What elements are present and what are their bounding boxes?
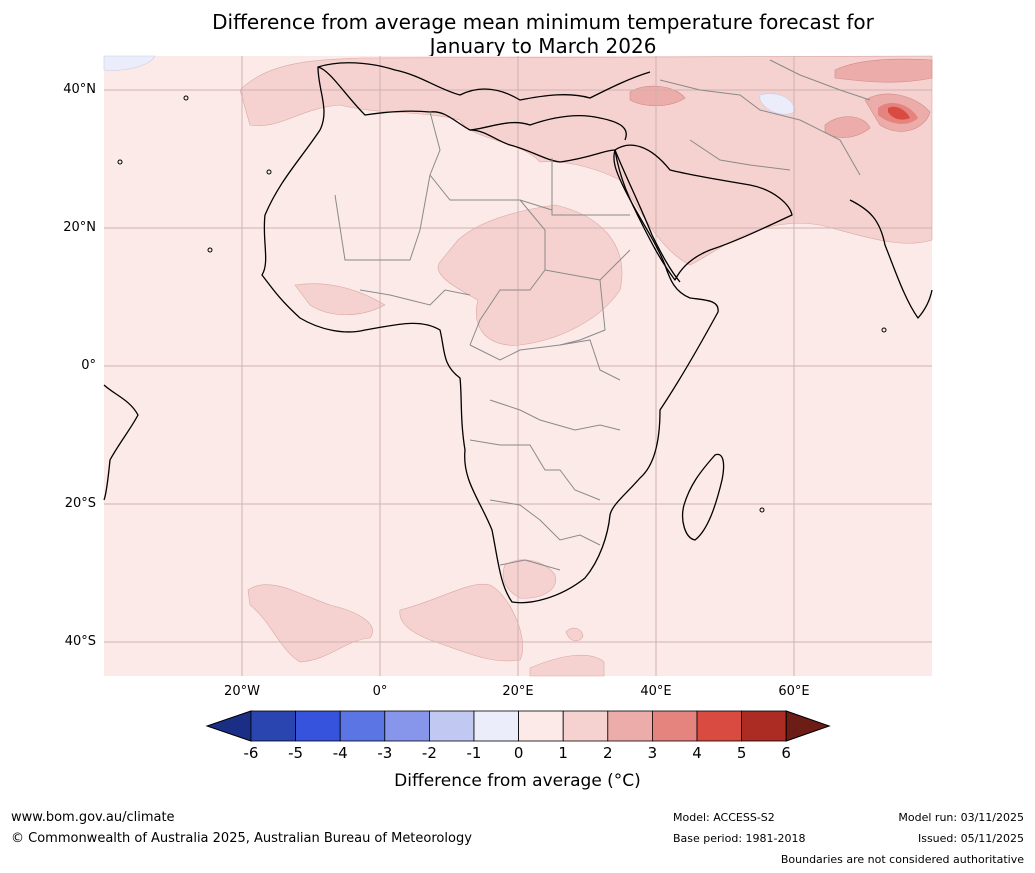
colorbar-box — [562, 710, 609, 742]
colorbar-tick-label: 4 — [692, 744, 702, 762]
lat-label-20n: 20°N — [63, 220, 96, 235]
colorbar-box — [473, 710, 519, 742]
base-period-text: Base period: 1981-2018 — [673, 832, 806, 845]
coastlines — [103, 62, 933, 604]
graticule — [104, 56, 932, 676]
colorbar-box — [696, 710, 742, 742]
mediterranean-coast — [469, 114, 627, 141]
islands — [117, 95, 887, 513]
model-text: Model: ACCESS-S2 — [673, 811, 775, 824]
website-link[interactable]: www.bom.gov.au/climate — [11, 810, 175, 825]
chart-title-line2: January to March 2026 — [429, 34, 657, 58]
model-run-text: Model run: 03/11/2025 — [898, 811, 1024, 824]
lon-label-60e: 60°E — [778, 684, 810, 699]
colorbar-tick-label: 2 — [603, 744, 613, 762]
lat-label-40n: 40°N — [63, 82, 96, 97]
copyright-text: © Commonwealth of Australia 2025, Austra… — [11, 831, 472, 846]
lon-label-20e: 20°E — [502, 684, 534, 699]
colorbar-tick-label: -1 — [466, 744, 482, 762]
colorbar-tick-label: 5 — [736, 744, 747, 762]
disclaimer-text: Boundaries are not considered authoritat… — [780, 853, 1024, 866]
lon-label-0: 0° — [372, 684, 388, 699]
colorbar-box — [428, 710, 475, 742]
colorbar-extend-high — [785, 710, 831, 742]
colorbar-box — [607, 710, 653, 742]
south-america-coastline — [103, 384, 139, 501]
lat-label-0: 0° — [81, 358, 96, 373]
colorbar-extend-low — [205, 710, 252, 742]
india-coastline — [849, 199, 933, 319]
colorbar-tick-label: -4 — [332, 744, 348, 762]
chart-title-line1: Difference from average mean minimum tem… — [212, 10, 874, 34]
issued-text: Issued: 05/11/2025 — [917, 832, 1024, 845]
europe-coastline — [317, 62, 651, 101]
lat-label-20s: 20°S — [64, 496, 96, 511]
colorbar-box — [652, 710, 698, 742]
colorbar-label: Difference from average (°C) — [394, 771, 641, 791]
anomaly-cool-zones — [103, 55, 796, 115]
colorbar — [205, 710, 831, 742]
colorbar-box — [250, 710, 296, 742]
anomaly-3-5-zones — [878, 103, 918, 124]
colorbar-box — [339, 710, 386, 742]
colorbar-tick-label: 0 — [513, 744, 524, 762]
colorbar-tick-label: 6 — [781, 744, 791, 762]
colorbar-box — [295, 710, 341, 742]
red-sea-coast — [614, 149, 681, 283]
arabia-coastline — [614, 144, 793, 281]
lon-label-20w: 20°W — [224, 684, 260, 699]
colorbar-box — [518, 710, 564, 742]
lat-label-40s: 40°S — [64, 634, 96, 649]
colorbar-box — [384, 710, 430, 742]
colorbar-tick-label: -6 — [243, 744, 259, 762]
colorbar-tick-label: 3 — [647, 744, 658, 762]
africa-coastline — [261, 66, 719, 604]
madagascar-coastline — [681, 453, 725, 541]
anomaly-1-2-zones — [239, 55, 933, 677]
colorbar-tick-label: -3 — [377, 744, 393, 762]
colorbar-tick-label: -2 — [421, 744, 437, 762]
country-borders — [334, 59, 871, 571]
lon-label-40e: 40°E — [640, 684, 672, 699]
colorbar-tick-label: -5 — [288, 744, 304, 762]
colorbar-box — [741, 710, 787, 742]
colorbar-tick-label: 1 — [558, 744, 568, 762]
